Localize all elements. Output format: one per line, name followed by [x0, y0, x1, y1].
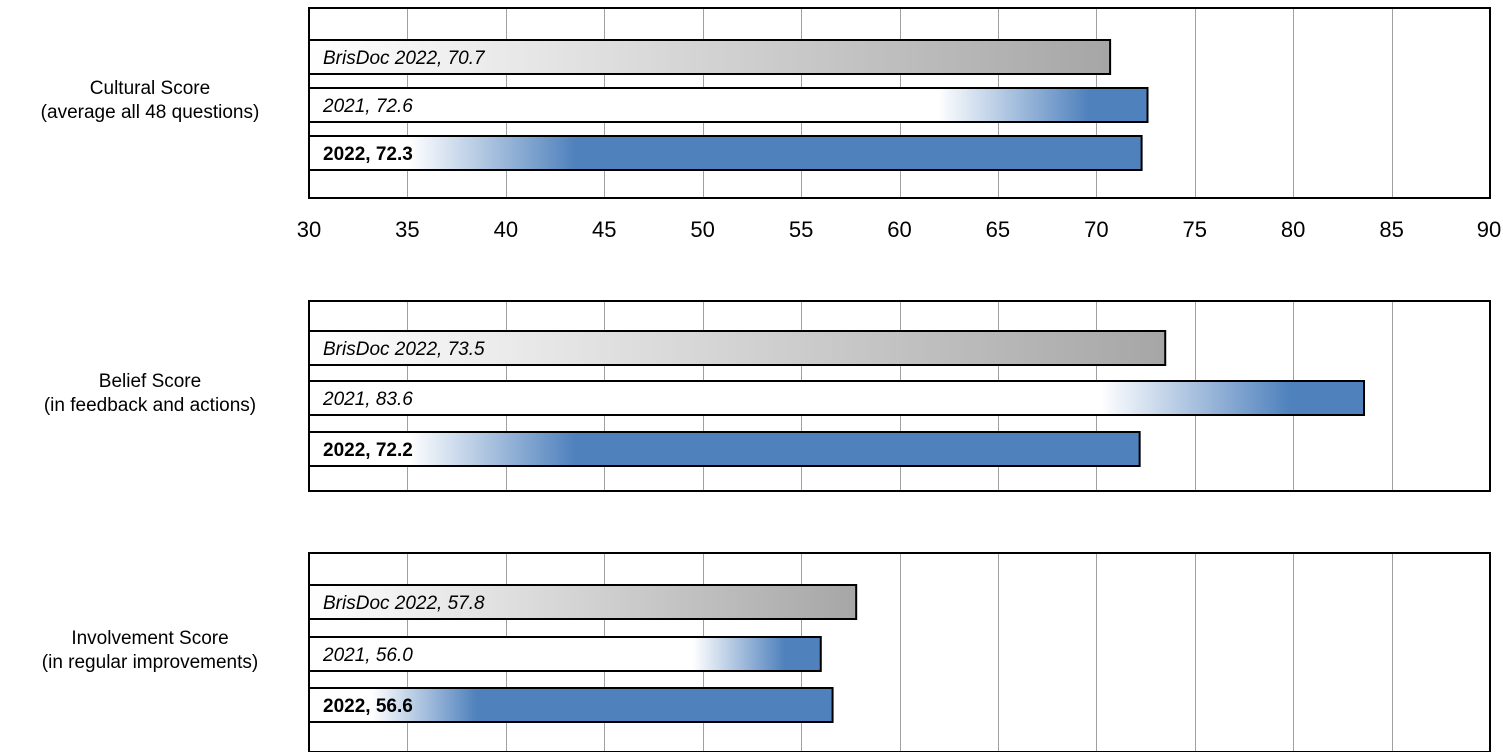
bar-data-label: 2022, 56.6: [323, 696, 413, 717]
bar-data-label: 2021, 72.6: [322, 96, 413, 117]
x-tick-label: 35: [395, 217, 419, 242]
bar-data-label: BrisDoc 2022, 73.5: [323, 339, 485, 360]
category-label-line: Involvement Score: [71, 627, 229, 649]
category-label-line: (in regular improvements): [41, 651, 259, 673]
category-label: Cultural Score (average all 48 questions): [0, 77, 300, 125]
bar: [308, 636, 822, 672]
category-label: Belief Score (in feedback and actions): [0, 370, 300, 418]
x-tick-label: 70: [1084, 217, 1108, 242]
bar-data-label: 2022, 72.2: [323, 440, 413, 461]
bar-data-label: 2021, 56.0: [322, 645, 413, 666]
x-tick-label: 80: [1281, 217, 1305, 242]
bar: [308, 330, 1167, 366]
bar-data-label: BrisDoc 2022, 70.7: [323, 48, 486, 69]
bar: [308, 39, 1112, 75]
bar-data-label: BrisDoc 2022, 57.8: [323, 593, 485, 614]
x-tick-label: 55: [789, 217, 813, 242]
x-tick-label: 40: [494, 217, 518, 242]
bar-data-label: 2022, 72.3: [323, 144, 413, 165]
bar: [308, 687, 834, 723]
x-tick-label: 90: [1477, 217, 1501, 242]
bar: [308, 380, 1366, 416]
bar-data-label: 2021, 83.6: [322, 389, 413, 410]
x-tick-label: 65: [986, 217, 1010, 242]
category-label-line: (average all 48 questions): [40, 102, 260, 123]
x-tick-label: 85: [1379, 217, 1403, 242]
x-tick-label: 45: [592, 217, 616, 242]
bar: [308, 135, 1143, 171]
category-label-line: Cultural Score: [89, 78, 211, 99]
bar: [308, 584, 858, 620]
x-tick-label: 30: [297, 217, 321, 242]
bar: [308, 87, 1149, 123]
category-label: Involvement Score (in regular improvement…: [0, 627, 300, 675]
x-tick-label: 60: [887, 217, 911, 242]
category-label-line: (in feedback and actions): [43, 395, 257, 416]
x-tick-label: 50: [690, 217, 714, 242]
x-tick-label: 75: [1183, 217, 1207, 242]
category-label-line: Belief Score: [98, 371, 202, 392]
bar: [308, 431, 1141, 467]
